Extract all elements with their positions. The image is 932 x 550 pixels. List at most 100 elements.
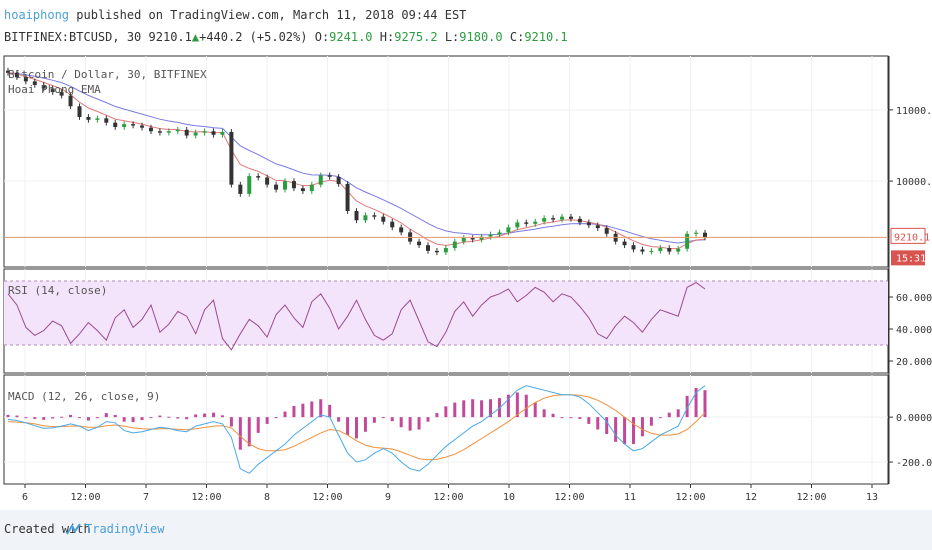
- candle: [417, 241, 422, 246]
- macd-hist-bar: [51, 417, 55, 419]
- macd-hist-bar: [113, 414, 117, 418]
- candle: [274, 184, 279, 190]
- time-tick-label: 12:00: [796, 492, 826, 503]
- macd-pane-title: MACD (12, 26, close, 9): [8, 390, 160, 403]
- candle: [577, 218, 582, 223]
- candle: [32, 81, 37, 85]
- candle: [68, 95, 73, 107]
- macd-hist-bar: [194, 414, 198, 418]
- price-change: +440.2 (+5.02%): [199, 30, 308, 44]
- time-tick-label: 7: [143, 492, 149, 503]
- time-tick-label: 12: [745, 492, 757, 503]
- macd-tick-label: 0.0000: [896, 413, 932, 424]
- macd-hist-bar: [640, 417, 644, 437]
- macd-hist-bar: [533, 402, 537, 418]
- price-tick-label: 11000.0: [896, 106, 932, 117]
- candle: [140, 125, 145, 128]
- candle: [533, 221, 538, 224]
- macd-hist-bar: [247, 417, 251, 447]
- macd-hist-bar: [310, 401, 314, 418]
- macd-hist-bar: [435, 413, 439, 418]
- macd-hist-bar: [212, 412, 216, 418]
- candle: [59, 92, 64, 96]
- candle: [434, 250, 439, 253]
- last-price: 9210.1: [148, 30, 192, 44]
- candle: [95, 118, 100, 120]
- macd-hist-bar: [462, 400, 466, 418]
- candle: [488, 234, 493, 237]
- macd-hist-bar: [515, 392, 519, 418]
- macd-hist-bar: [24, 417, 28, 419]
- macd-hist-bar: [122, 417, 126, 422]
- candle: [202, 131, 207, 133]
- low-value: 9180.0: [459, 30, 503, 44]
- candle: [524, 222, 529, 224]
- candle: [703, 232, 707, 238]
- candle: [184, 129, 189, 136]
- candle: [14, 72, 19, 78]
- candle: [238, 184, 243, 194]
- last-price-box: [890, 227, 926, 244]
- rsi-line: [7, 282, 706, 351]
- candle: [247, 176, 252, 194]
- candle: [506, 227, 511, 233]
- macd-hist-bar: [131, 417, 135, 423]
- candle: [318, 175, 323, 185]
- macd-hist-bar: [381, 417, 385, 419]
- open-value: 9241.0: [329, 30, 373, 44]
- candle: [604, 228, 609, 234]
- macd-hist-bar: [703, 390, 707, 418]
- macd-hist-bar: [506, 394, 510, 418]
- candle: [193, 132, 198, 136]
- macd-hist-bar: [238, 417, 242, 450]
- chart-canvas[interactable]: 6 12:00 7 12:00 8 12:00 9 12:00 10 12:00 11 12:00 12…: [0, 0, 932, 510]
- time-tick-label: 10: [503, 492, 515, 503]
- time-tick-label: 6: [22, 492, 28, 503]
- pane-frame-0: [3, 55, 889, 268]
- macd-hist-bar: [649, 417, 653, 426]
- macd-hist-bar: [328, 404, 332, 418]
- candle: [452, 241, 457, 249]
- macd-hist-bar: [292, 405, 296, 418]
- time-tick-label: 12:00: [191, 492, 221, 503]
- macd-hist-bar: [185, 417, 189, 420]
- candle: [41, 84, 46, 89]
- candle: [542, 218, 547, 222]
- candle: [6, 70, 10, 73]
- candle: [399, 227, 404, 233]
- macd-hist-bar: [578, 417, 582, 419]
- rsi-tick-label: 60.0000: [896, 293, 932, 304]
- candle: [560, 216, 565, 220]
- macd-hist-bar: [220, 415, 224, 418]
- candle: [461, 238, 466, 242]
- time-tick-label: 12:00: [675, 492, 705, 503]
- macd-hist-bar: [265, 417, 269, 424]
- rsi-pane-title: RSI (14, close): [8, 284, 107, 297]
- time-tick-label: 11: [624, 492, 636, 503]
- candle: [113, 122, 118, 127]
- candle: [640, 249, 645, 252]
- macd-hist-bar: [632, 417, 636, 445]
- footer: Created with TradingView: [0, 510, 932, 550]
- macd-hist-bar: [86, 417, 90, 421]
- author-link[interactable]: hoaiphong: [4, 8, 70, 22]
- candle: [77, 106, 82, 117]
- high-value: 9275.2: [394, 30, 438, 44]
- countdown-box: [891, 250, 925, 266]
- time-tick-label: 9: [385, 492, 391, 503]
- macd-hist-bar: [417, 417, 421, 430]
- candle: [175, 129, 180, 132]
- macd-hist-bar: [623, 417, 627, 445]
- tradingview-brand[interactable]: TradingView: [85, 522, 165, 536]
- macd-hist-bar: [658, 417, 662, 419]
- candle: [390, 221, 395, 228]
- macd-hist-bar: [6, 414, 10, 418]
- macd-hist-bar: [60, 416, 64, 418]
- macd-hist-bar: [229, 417, 233, 427]
- macd-hist-bar: [104, 413, 108, 418]
- candle: [443, 248, 448, 253]
- candle: [211, 131, 216, 135]
- price-pane-title: Bitcoin / Dollar, 30, BITFINEX: [8, 68, 207, 81]
- candle: [122, 124, 127, 127]
- candle: [595, 225, 600, 229]
